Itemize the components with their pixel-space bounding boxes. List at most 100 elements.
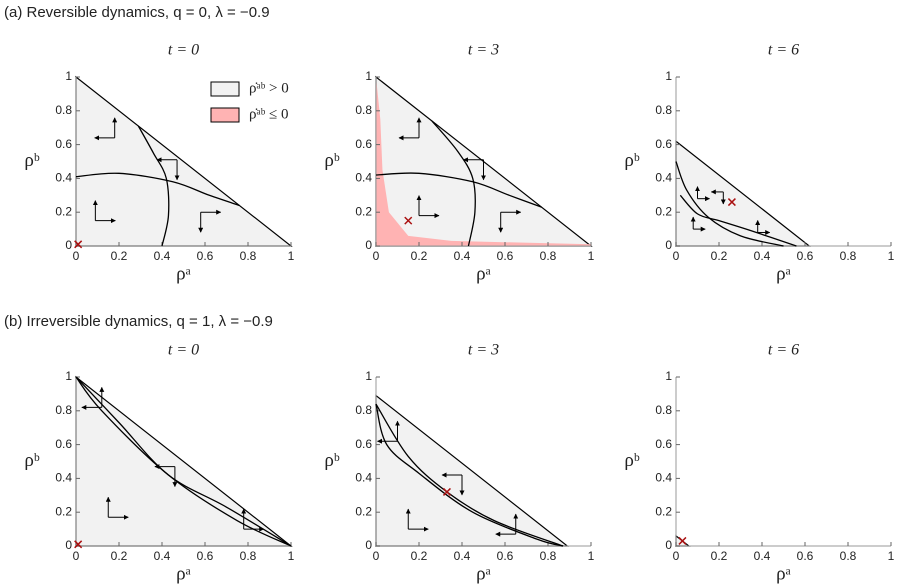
y-tick-label: 0.2 [355,504,372,518]
x-tick-label: 1 [288,249,295,263]
x-tick-label: 0 [673,249,680,263]
y-tick-label: 0 [65,238,72,252]
legend-label: ρ̇ᵃᵇ ≤ 0 [249,106,288,122]
panel-title: t = 0 [168,342,199,359]
y-tick-label: 1 [65,69,72,83]
x-axis-label: ρᵃ [776,263,791,284]
y-tick-label: 0 [665,238,672,252]
y-axis-label: ρᵇ [624,150,639,171]
x-tick-label: 0.8 [540,549,557,563]
x-tick-label: 0.4 [154,249,171,263]
x-tick-label: 1 [888,549,895,563]
y-axis-label: ρᵇ [324,150,339,171]
y-tick-label: 0.2 [55,204,72,218]
nullcline [375,172,542,208]
x-axis-label: ρᵃ [176,263,191,284]
x-tick-label: 0.8 [240,549,257,563]
nullcline [375,403,564,547]
y-tick-label: 0.6 [55,437,72,451]
y-tick-label: 0.8 [55,103,72,117]
y-tick-label: 1 [365,69,372,83]
y-tick-label: 0.8 [655,403,672,417]
y-axis-label: ρᵇ [324,450,339,471]
fixed-point [404,216,413,225]
feasible-region [375,394,570,547]
panel-title: t = 6 [768,342,799,359]
nullcline [137,125,170,247]
x-tick-label: 0.2 [111,249,128,263]
fixed-point [74,540,83,549]
x-tick-label: 0.4 [454,249,471,263]
y-tick-label: 1 [665,69,672,83]
y-tick-label: 0.2 [355,204,372,218]
panel-title: t = 3 [468,42,499,59]
x-tick-label: 0.6 [797,549,814,563]
y-tick-label: 0.4 [655,171,672,185]
x-tick-label: 0.6 [497,249,514,263]
y-tick-label: 0.4 [355,171,372,185]
x-tick-label: 0.8 [540,249,557,263]
legend-swatch [210,81,240,97]
fixed-point [442,487,451,496]
y-tick-label: 0.2 [55,504,72,518]
x-tick-label: 0.2 [411,549,428,563]
x-tick-label: 0.2 [711,249,728,263]
y-tick-label: 0 [365,538,372,552]
feasible-region [75,375,293,547]
row-caption: (a) Reversible dynamics, q = 0, λ = −0.9 [4,4,270,21]
y-tick-label: 0.6 [355,437,372,451]
negative-region [376,77,591,246]
x-tick-label: 0.6 [197,549,214,563]
nullcline [679,194,797,247]
nullcline [75,376,292,547]
x-tick-label: 0.4 [754,249,771,263]
x-tick-label: 0.2 [411,249,428,263]
y-tick-label: 1 [65,369,72,383]
x-tick-label: 1 [588,249,595,263]
y-tick-label: 0.4 [655,471,672,485]
legend-label: ρ̇ᵃᵇ > 0 [249,80,289,96]
x-tick-label: 0.2 [111,549,128,563]
nullcline [675,161,784,247]
y-tick-label: 0 [65,538,72,552]
y-tick-label: 0.4 [355,471,372,485]
y-tick-label: 0.6 [655,437,672,451]
y-tick-label: 0 [665,538,672,552]
x-tick-label: 0.4 [454,549,471,563]
y-tick-label: 1 [665,369,672,383]
y-tick-label: 0.6 [55,137,72,151]
x-tick-label: 0.8 [840,549,857,563]
fixed-point [727,198,736,207]
panel-title: t = 6 [768,42,799,59]
y-tick-label: 0.8 [655,103,672,117]
y-tick-label: 0.8 [355,103,372,117]
x-tick-label: 0 [73,549,80,563]
y-tick-label: 0.8 [55,403,72,417]
y-axis-label: ρᵇ [624,450,639,471]
y-tick-label: 0.2 [655,504,672,518]
panel-title: t = 3 [468,342,499,359]
fixed-point [74,240,83,249]
x-axis-label: ρᵃ [476,263,491,284]
x-tick-label: 0 [373,249,380,263]
x-tick-label: 0 [73,249,80,263]
x-tick-label: 0.4 [754,549,771,563]
y-tick-label: 0.2 [655,204,672,218]
feasible-region [675,139,812,247]
fixed-point [678,536,687,545]
y-tick-label: 0.4 [55,471,72,485]
x-tick-label: 1 [588,549,595,563]
y-axis-label: ρᵇ [24,150,39,171]
x-tick-label: 0.6 [797,249,814,263]
y-tick-label: 0.4 [55,171,72,185]
x-tick-label: 0.2 [711,549,728,563]
panel-title: t = 0 [168,42,199,59]
x-axis-label: ρᵃ [776,563,791,584]
x-axis-label: ρᵃ [176,563,191,584]
row-caption: (b) Irreversible dynamics, q = 1, λ = −0… [4,313,273,330]
x-tick-label: 0.8 [840,249,857,263]
y-tick-label: 0 [365,238,372,252]
nullcline [75,172,240,207]
y-tick-label: 0.6 [355,137,372,151]
